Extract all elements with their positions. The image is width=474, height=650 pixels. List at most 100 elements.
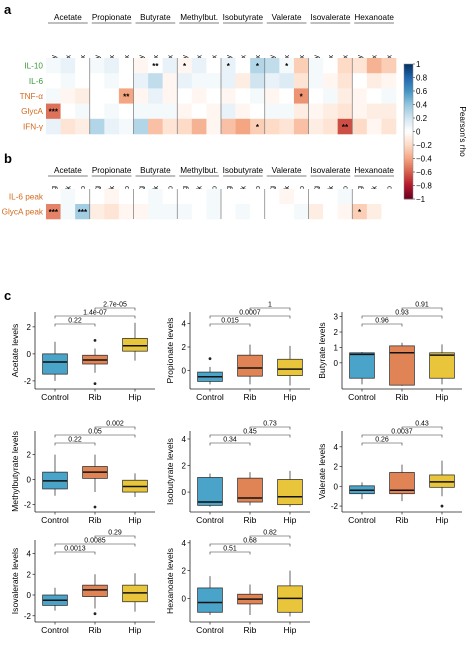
heatmap-cell: [162, 88, 178, 104]
heatmap-group-label: Valerate: [272, 13, 302, 22]
heatmap-cell: [148, 73, 163, 89]
boxplot-x-tick-label: Control: [348, 515, 376, 525]
p-value-bracket: [94, 426, 136, 430]
heatmap-cell: [264, 103, 280, 120]
colorbar-segment: [404, 181, 413, 184]
p-value-bracket: [249, 535, 291, 539]
heatmap-cell: [337, 103, 353, 120]
p-value-label: 0.0013: [64, 546, 86, 553]
heatmap-cell: [118, 118, 134, 135]
heatmap-cell: [177, 189, 193, 205]
heatmap-cell: [308, 204, 324, 220]
colorbar-tick-label: 0.6: [416, 87, 428, 96]
boxplot-x-tick-label: Control: [196, 625, 224, 635]
colorbar-label: Pearson's rho: [458, 106, 467, 157]
colorbar-segment: [404, 154, 413, 157]
heatmap-cell: [46, 189, 61, 205]
boxplot-y-tick-label: 1: [334, 343, 339, 352]
p-value-label: 2.7e-05: [103, 302, 127, 309]
heatmap-cell: [235, 204, 251, 220]
colorbar-segment: [404, 174, 413, 177]
heatmap-cell: [235, 189, 251, 205]
heatmap-cell: [221, 204, 236, 220]
boxplot-outlier: [208, 357, 212, 361]
heatmap-row-label: GlycA: [21, 107, 43, 116]
colorbar-segment: [404, 178, 413, 182]
boxplot-x-tick-label: Control: [41, 515, 69, 525]
colorbar-segment: [404, 97, 413, 101]
heatmap-cell: [264, 73, 280, 89]
heatmap-cell: [118, 189, 134, 205]
p-value-bracket: [54, 551, 96, 555]
boxplot-y-tick-label: 0: [334, 359, 339, 368]
heatmap-cell: [60, 88, 76, 104]
heatmap-row-label: GlycA peak: [2, 208, 44, 217]
heatmap-cell: [279, 103, 295, 120]
heatmap-cell: [250, 58, 266, 74]
heatmap-cell: [323, 103, 338, 120]
heatmap-cell: [308, 58, 324, 74]
p-value-bracket: [54, 442, 96, 446]
boxplot-y-label: Isovalerate levels: [10, 548, 20, 614]
heatmap-cell: [250, 88, 266, 104]
colorbar-tick-label: −0.4: [416, 155, 432, 164]
p-value-label: 0.0037: [391, 429, 413, 436]
p-value-bracket: [94, 535, 136, 539]
heatmap-cell: [337, 118, 353, 135]
heatmap-cell: [206, 118, 222, 135]
significance-star: *: [256, 123, 260, 132]
heatmap-cell: [191, 73, 207, 89]
boxplot-y-tick-label: 4: [182, 435, 187, 444]
colorbar-segment: [404, 127, 413, 130]
p-value-bracket: [94, 307, 136, 311]
heatmap-cell: [279, 58, 295, 74]
p-value-label: 0.29: [108, 530, 122, 537]
heatmap-cell: [381, 73, 397, 89]
heatmap-cell: [46, 103, 61, 120]
heatmap-cell: [250, 118, 266, 135]
heatmap-cell: [133, 103, 149, 120]
colorbar-segment: [404, 70, 413, 74]
heatmap-cell: [162, 73, 178, 89]
heatmap-group-label: Acetate: [54, 166, 82, 175]
colorbar-segment: [404, 167, 413, 171]
heatmap-cell: [104, 58, 120, 74]
boxplot-y-tick-label: 2: [27, 570, 32, 579]
boxplot-y-label: Methylbutyrate levels: [10, 431, 20, 512]
boxplot-x-tick-label: Hip: [436, 515, 449, 525]
colorbar-tick-label: −0.8: [416, 182, 432, 191]
colorbar-segment: [404, 91, 413, 94]
heatmap-cell: [191, 58, 207, 74]
colorbar-segment: [404, 163, 413, 166]
boxplot-y-tick-label: 2: [334, 328, 339, 337]
colorbar-segment: [404, 140, 413, 144]
heatmap-cell: [352, 118, 368, 135]
p-value-bracket: [54, 315, 136, 319]
colorbar-segment: [404, 185, 413, 189]
boxplot-box: [277, 479, 303, 506]
heatmap-cell: [133, 118, 149, 135]
heatmap-cell: [177, 73, 193, 89]
heatmap-cell: [264, 189, 280, 205]
p-value-label: 0.0085: [84, 538, 106, 545]
boxplot-x-tick-label: Rib: [89, 515, 102, 525]
colorbar-segment: [404, 145, 413, 148]
boxplot-box: [197, 477, 223, 506]
colorbar-segment: [404, 187, 413, 191]
heatmap-cell: [46, 204, 61, 220]
colorbar-segment: [404, 104, 413, 108]
heatmap-cell: [89, 103, 105, 120]
colorbar-segment: [404, 151, 413, 155]
heatmap-cell: [148, 204, 163, 220]
p-value-bracket: [54, 323, 96, 327]
boxplot-y-tick-label: 2: [27, 451, 32, 460]
heatmap-cell: [206, 88, 222, 104]
significance-star: ***: [78, 208, 88, 217]
heatmap-cell: [366, 189, 382, 205]
boxplot-y-tick-label: 2: [182, 462, 187, 471]
boxplot-x-tick-label: Control: [41, 392, 69, 402]
colorbar-segment: [404, 84, 413, 87]
boxplot-box: [197, 587, 223, 613]
colorbar-segment: [404, 129, 413, 132]
